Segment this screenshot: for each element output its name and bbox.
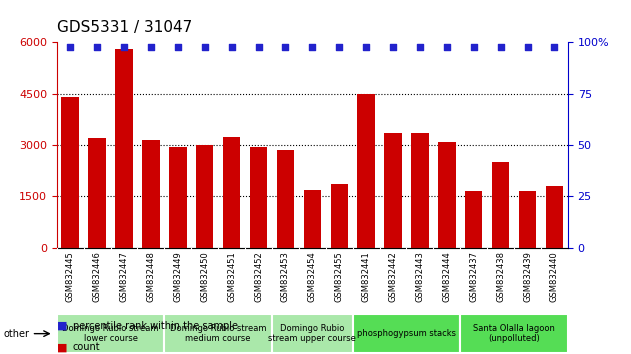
Text: Santa Olalla lagoon
(unpolluted): Santa Olalla lagoon (unpolluted) <box>473 324 555 343</box>
Text: GSM832445: GSM832445 <box>66 251 74 302</box>
Point <box>199 44 209 50</box>
Text: ■: ■ <box>57 342 68 352</box>
Text: GSM832455: GSM832455 <box>335 251 344 302</box>
Text: GDS5331 / 31047: GDS5331 / 31047 <box>57 21 192 35</box>
Point <box>522 44 533 50</box>
Bar <box>546 186 563 248</box>
Bar <box>165 314 272 353</box>
Bar <box>460 314 568 353</box>
Text: Domingo Rubio
stream upper course: Domingo Rubio stream upper course <box>268 324 357 343</box>
Point <box>361 44 371 50</box>
Text: GSM832441: GSM832441 <box>362 251 370 302</box>
Text: GSM832454: GSM832454 <box>308 251 317 302</box>
Point <box>280 44 290 50</box>
Point <box>92 44 102 50</box>
Text: GSM832444: GSM832444 <box>442 251 451 302</box>
Text: GSM832451: GSM832451 <box>227 251 236 302</box>
Point <box>119 44 129 50</box>
Text: GSM832447: GSM832447 <box>119 251 129 302</box>
Bar <box>223 137 240 248</box>
Point <box>469 44 479 50</box>
Bar <box>465 191 483 248</box>
Point <box>146 44 156 50</box>
Text: GSM832449: GSM832449 <box>174 251 182 302</box>
Point <box>307 44 317 50</box>
Text: GSM832452: GSM832452 <box>254 251 263 302</box>
Bar <box>411 133 428 248</box>
Bar <box>169 147 187 248</box>
Point <box>254 44 264 50</box>
Text: GSM832438: GSM832438 <box>496 251 505 302</box>
Point <box>173 44 183 50</box>
Text: ■: ■ <box>57 321 68 331</box>
Text: GSM832450: GSM832450 <box>200 251 209 302</box>
Text: GSM832443: GSM832443 <box>415 251 425 302</box>
Point <box>227 44 237 50</box>
Point <box>65 44 75 50</box>
Bar <box>519 191 536 248</box>
Point <box>550 44 560 50</box>
Bar <box>438 142 456 248</box>
Bar <box>331 184 348 248</box>
Bar <box>277 150 294 248</box>
Bar <box>357 94 375 248</box>
Text: Domingo Rubio stream
lower course: Domingo Rubio stream lower course <box>62 324 159 343</box>
Text: GSM832448: GSM832448 <box>146 251 155 302</box>
Text: Domingo Rubio stream
medium course: Domingo Rubio stream medium course <box>170 324 266 343</box>
Text: other: other <box>3 329 29 339</box>
Text: GSM832439: GSM832439 <box>523 251 532 302</box>
Bar <box>88 138 106 248</box>
Text: GSM832453: GSM832453 <box>281 251 290 302</box>
Bar <box>142 140 160 248</box>
Bar <box>115 49 133 248</box>
Bar <box>272 314 353 353</box>
Text: GSM832437: GSM832437 <box>469 251 478 302</box>
Bar <box>57 314 165 353</box>
Text: GSM832442: GSM832442 <box>389 251 398 302</box>
Bar <box>61 97 79 248</box>
Bar <box>353 314 460 353</box>
Text: GSM832446: GSM832446 <box>93 251 102 302</box>
Point <box>495 44 505 50</box>
Text: phosphogypsum stacks: phosphogypsum stacks <box>357 329 456 338</box>
Bar <box>304 190 321 248</box>
Text: percentile rank within the sample: percentile rank within the sample <box>73 321 237 331</box>
Bar <box>250 147 268 248</box>
Point <box>415 44 425 50</box>
Bar <box>196 145 213 248</box>
Text: GSM832440: GSM832440 <box>550 251 559 302</box>
Bar <box>492 162 509 248</box>
Point <box>334 44 345 50</box>
Point <box>388 44 398 50</box>
Text: count: count <box>73 342 100 352</box>
Point <box>442 44 452 50</box>
Bar <box>384 133 402 248</box>
